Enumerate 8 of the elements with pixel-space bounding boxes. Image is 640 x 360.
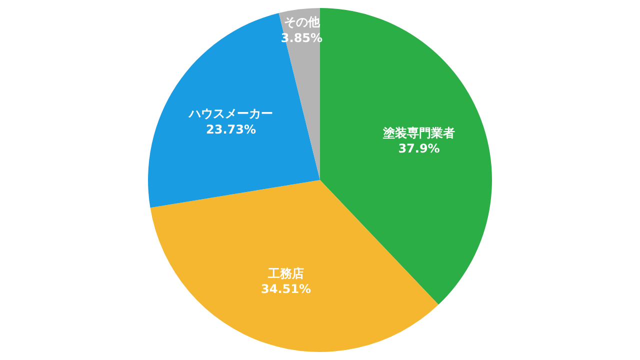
slice-label: ハウスメーカー bbox=[188, 106, 273, 121]
data-label: 23.73% bbox=[206, 122, 256, 136]
data-label: 37.9% bbox=[398, 141, 440, 156]
slice-label: その他 bbox=[284, 15, 321, 30]
pie-slice bbox=[150, 180, 438, 352]
slice-label: 工務店 bbox=[267, 266, 304, 280]
data-label: 34.51% bbox=[261, 282, 312, 296]
slice-label: 塗装専門業者 bbox=[382, 126, 456, 140]
